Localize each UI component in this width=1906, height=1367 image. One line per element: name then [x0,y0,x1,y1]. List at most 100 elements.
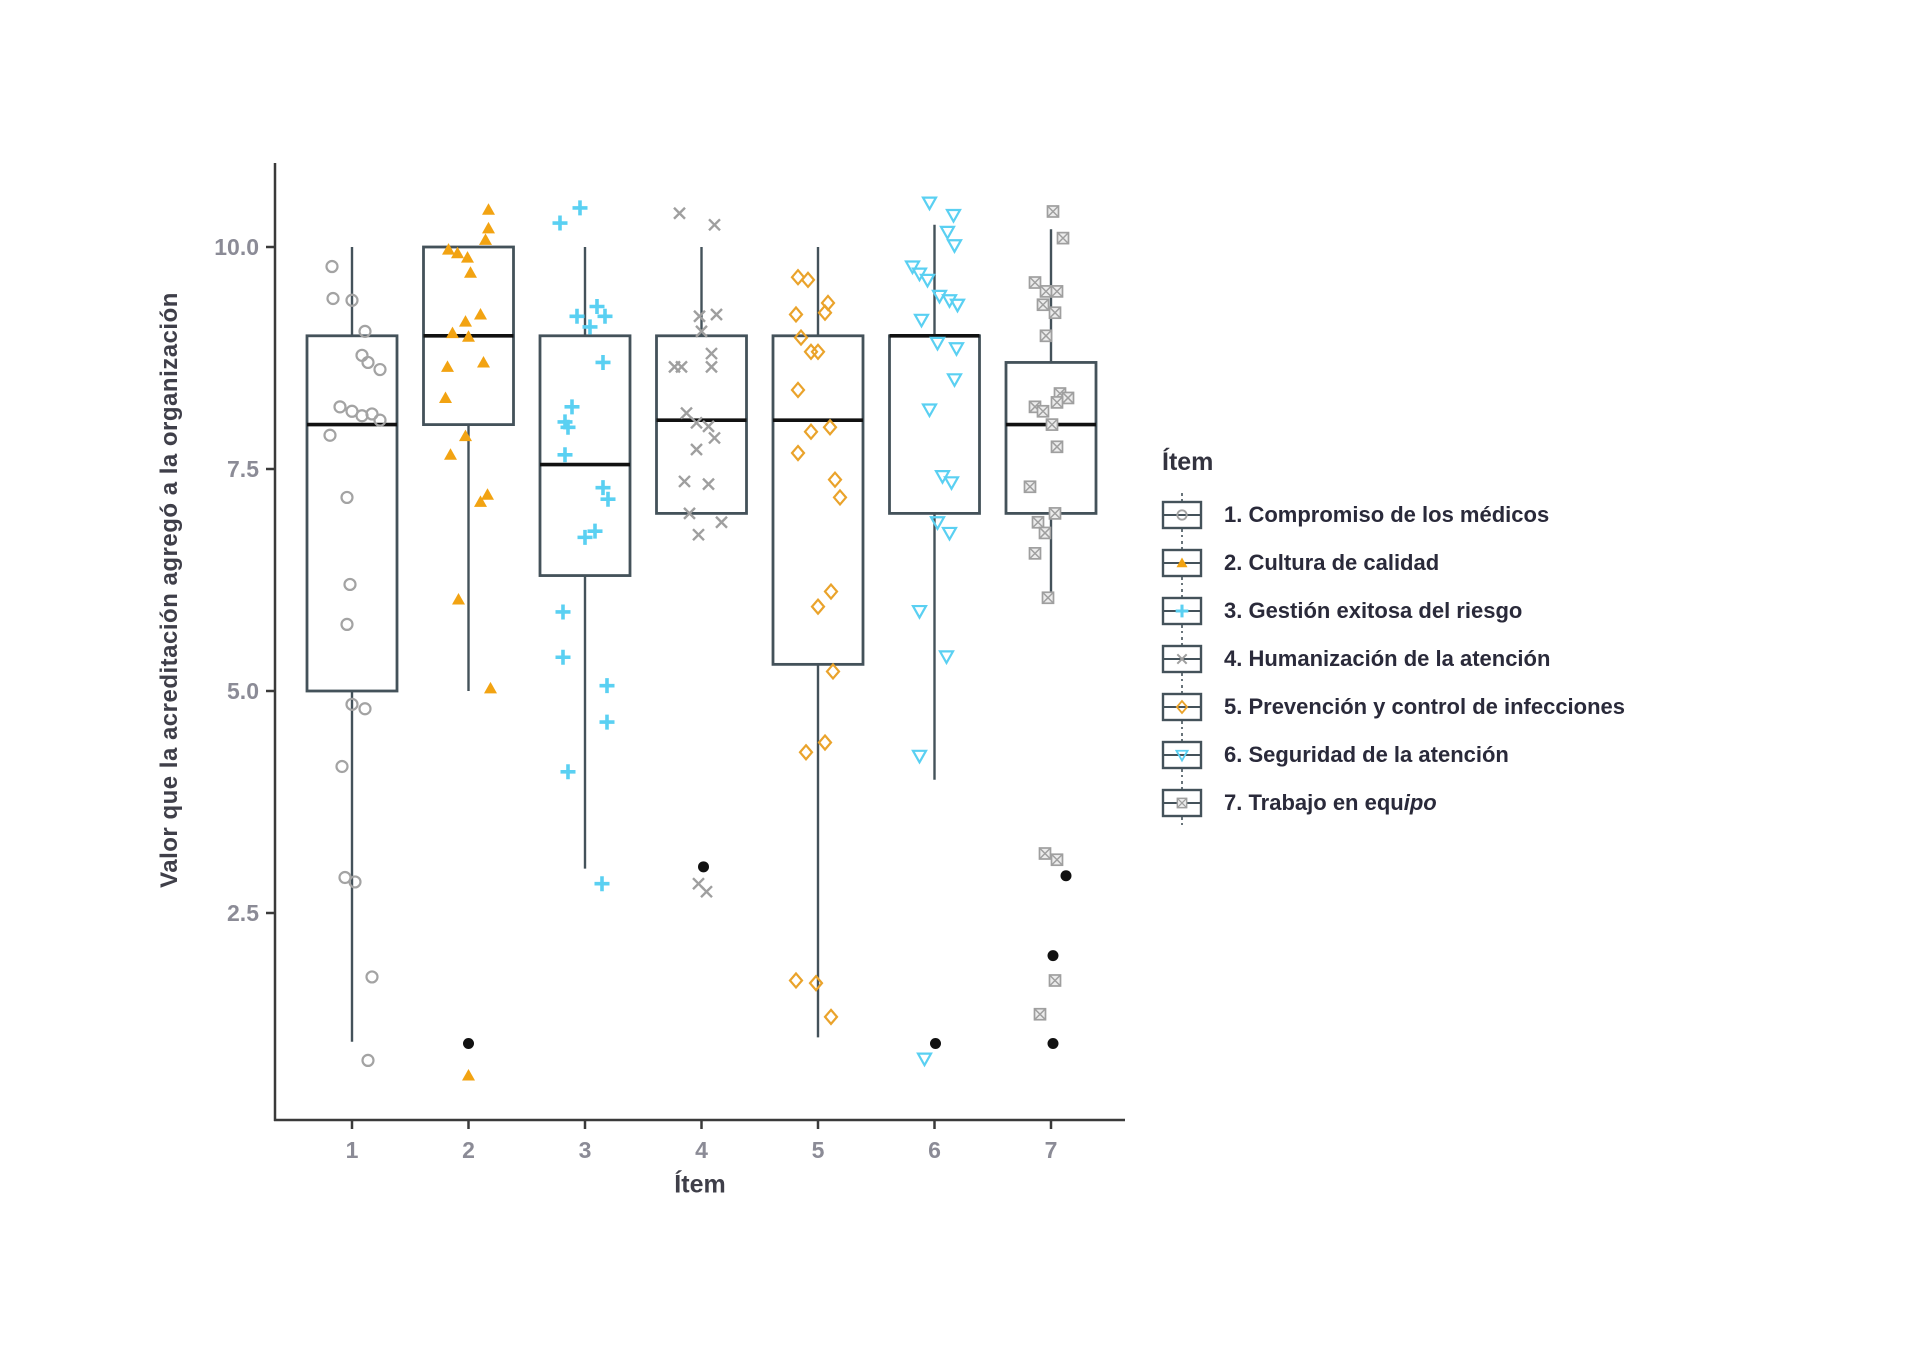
x-marker [708,218,721,232]
square-cross-marker [1031,515,1045,529]
triangle-up-marker [446,326,459,339]
outlier-point [930,1038,941,1050]
legend-key-glyph [1160,587,1224,635]
square-cross-marker [1028,276,1042,289]
triangle-up-marker [482,203,495,215]
legend-item-1: 1. Compromiso de los médicos [1160,491,1760,539]
circle-marker [358,702,372,716]
plus-marker [589,298,605,314]
square-cross-marker [1176,797,1188,809]
square-cross-x [1050,853,1064,866]
circle-marker [365,970,379,984]
triangle-up-marker [439,391,452,403]
diamond-marker [793,328,809,347]
triangle-down-marker [941,526,958,542]
x-tick-label: 1 [346,1137,359,1163]
x-marker [708,431,721,445]
legend-label-text: 7. Trabajo en equ [1224,790,1404,815]
legend-boxplot-glyph [1161,637,1203,681]
circle-marker [345,697,359,711]
legend-item-6: 6. Seguridad de la atención [1160,731,1760,779]
circle-marker [1176,509,1188,521]
x-marker [693,309,706,323]
boxplot-item-4 [655,247,748,515]
x-tick-label: 7 [1045,1137,1058,1163]
boxplot-item-2 [422,245,515,691]
square-cross-x [1028,276,1042,289]
legend-key-glyph [1160,539,1224,587]
triangle-down-marker [904,260,921,276]
triangle-up-marker [479,233,492,245]
legend-label: 4. Humanización de la atención [1224,646,1550,672]
circle-marker [340,490,354,505]
diamond-marker [817,304,833,322]
square-cross-marker [1033,1007,1047,1021]
triangle-down-marker [916,1052,933,1068]
plus-marker [577,529,593,545]
triangle-down-marker [921,403,938,419]
triangle-down-marker [949,298,966,314]
triangle-up-marker [474,307,487,320]
legend-label-text: 4. Humanización de la atención [1224,646,1551,671]
triangle-up-marker [481,488,494,500]
x-tick-label: 2 [462,1137,475,1163]
diamond-marker [810,597,826,616]
square-cross-marker [1048,306,1062,320]
square-cross-x [1039,285,1053,298]
x-marker [678,475,691,488]
y-tick-label: 5.0 [227,678,259,704]
triangle-down-marker [939,225,956,241]
box-iqr [305,334,399,693]
circle-marker [323,428,337,442]
circle-marker [333,400,347,414]
legend-boxplot-glyph [1161,733,1203,777]
legend-label-text: 3. Gestión exitosa del riesgo [1224,598,1523,623]
legend-label: 5. Prevención y control de infecciones [1224,694,1625,720]
x-marker [683,507,696,520]
square-cross-x [1036,298,1050,311]
circle-marker [358,324,372,338]
x-marker [690,443,703,456]
plus-marker [560,419,576,435]
plus-marker [560,764,576,780]
points-item-7 [1023,205,1075,1050]
legend-title: Ítem [1162,448,1214,476]
plus-marker [569,308,585,324]
legend-label-text: 2. Cultura de calidad [1224,550,1440,575]
boxplot-item-3 [538,247,632,869]
diamond-marker [790,268,806,286]
triangle-up-marker [464,266,477,278]
x-marker [695,325,708,338]
square-cross-marker [1050,396,1064,409]
triangle-up-marker [459,315,472,327]
x-marker [680,406,693,420]
square-cross-x [1046,205,1060,218]
legend-item-4: 4. Humanización de la atención [1160,635,1760,683]
triangle-down-marker [919,273,936,289]
legend-key-glyph [1160,635,1224,683]
plus-marker [587,523,603,539]
diamond-marker [823,1008,839,1026]
diamond-marker [832,488,848,507]
diamond-marker [822,418,838,436]
square-cross-marker [1046,205,1060,218]
triangle-down-marker [921,196,938,212]
legend-label: 7. Trabajo en equipo [1224,790,1437,816]
x-tick-label: 5 [812,1137,825,1163]
x-tick-label: 6 [928,1137,941,1163]
legend-boxplot-glyph [1161,589,1203,633]
x-marker [675,360,688,374]
square-cross-x [1050,396,1064,409]
diamond-marker [788,971,804,990]
plus-marker [595,354,611,370]
square-cross-marker [1050,853,1064,867]
plus-marker [594,876,610,892]
plus-marker [552,215,568,231]
legend-label-text: 5. Prevención y control de infecciones [1224,694,1626,719]
plus-marker [599,714,615,730]
plus-marker [599,678,615,694]
circle-marker [365,407,379,421]
square-cross-marker [1061,391,1075,405]
square-cross-marker [1050,285,1064,298]
triangle-up-marker [462,330,475,342]
